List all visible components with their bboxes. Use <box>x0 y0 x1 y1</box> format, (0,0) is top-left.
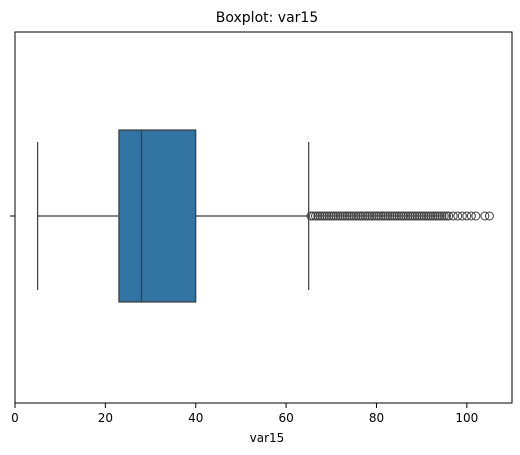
outlier-point <box>484 211 494 221</box>
outlier-point <box>419 211 429 221</box>
outlier-point <box>390 211 400 221</box>
outlier-point <box>349 211 359 221</box>
outlier-point <box>378 211 388 221</box>
outlier-point <box>457 211 467 221</box>
outlier-point <box>466 211 476 221</box>
outlier-point <box>421 211 431 221</box>
outlier-point <box>410 211 420 221</box>
x-tick-label: 60 <box>278 411 293 425</box>
outlier-point <box>347 211 357 221</box>
x-tick-label: 40 <box>188 411 203 425</box>
outlier-point <box>441 211 451 221</box>
outlier-point <box>480 211 490 221</box>
outlier-point <box>331 211 341 221</box>
outlier-point <box>374 211 384 221</box>
outlier-point <box>385 211 395 221</box>
chart-title: Boxplot: var15 <box>216 10 318 26</box>
outlier-point <box>313 211 323 221</box>
outlier-point <box>394 211 404 221</box>
outlier-point <box>462 211 472 221</box>
outlier-point <box>439 211 449 221</box>
outlier-point <box>319 211 329 221</box>
outlier-point <box>342 211 352 221</box>
x-tick-label: 80 <box>369 411 384 425</box>
outlier-point <box>365 211 375 221</box>
x-tick-label: 20 <box>98 411 113 425</box>
outlier-point <box>383 211 393 221</box>
outlier-point <box>329 211 339 221</box>
outlier-point <box>417 211 427 221</box>
outlier-point <box>340 211 350 221</box>
outlier-point <box>448 211 458 221</box>
outlier-point <box>306 211 316 221</box>
plot-frame <box>14 31 513 404</box>
outlier-point <box>360 211 370 221</box>
outlier-point <box>414 211 424 221</box>
outlier-point <box>371 211 381 221</box>
outlier-point <box>437 211 447 221</box>
outlier-point <box>387 211 397 221</box>
outlier-point <box>435 211 445 221</box>
outlier-point <box>423 211 433 221</box>
outlier-point <box>369 211 379 221</box>
x-axis-label: var15 <box>250 431 285 445</box>
outlier-point <box>444 211 454 221</box>
outlier-point <box>399 211 409 221</box>
outlier-point <box>358 211 368 221</box>
outlier-point <box>401 211 411 221</box>
outlier-point <box>426 211 436 221</box>
outlier-point <box>351 211 361 221</box>
outlier-point <box>333 211 343 221</box>
outlier-point <box>412 211 422 221</box>
outlier-point <box>396 211 406 221</box>
outlier-point <box>310 211 320 221</box>
outlier-point <box>322 211 332 221</box>
outlier-point <box>338 211 348 221</box>
outlier-point <box>430 211 440 221</box>
outlier-point <box>403 211 413 221</box>
x-tick-label: 0 <box>11 411 19 425</box>
outlier-point <box>367 211 377 221</box>
x-axis: 0 20 40 60 80 100 <box>10 215 478 425</box>
x-tick-label: 100 <box>455 411 478 425</box>
outlier-point <box>335 211 345 221</box>
outlier-point <box>324 211 334 221</box>
outlier-point <box>317 211 327 221</box>
outlier-point <box>344 211 354 221</box>
outlier-point <box>380 211 390 221</box>
outlier-point <box>356 211 366 221</box>
outlier-point <box>362 211 372 221</box>
outlier-point <box>326 211 336 221</box>
iqr-box <box>118 129 197 303</box>
outlier-point <box>428 211 438 221</box>
outlier-point <box>405 211 415 221</box>
outlier-point <box>408 211 418 221</box>
outlier-point <box>471 211 481 221</box>
outlier-point <box>392 211 402 221</box>
outlier-point <box>315 211 325 221</box>
outlier-point <box>453 211 463 221</box>
outlier-point <box>376 211 386 221</box>
outlier-point <box>432 211 442 221</box>
plot-area <box>14 31 513 404</box>
outlier-point <box>308 211 318 221</box>
outlier-point <box>353 211 363 221</box>
